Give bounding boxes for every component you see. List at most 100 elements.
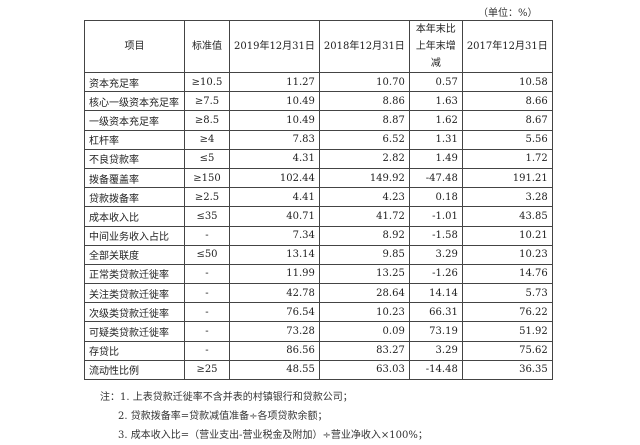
cell-2017: 10.21	[461, 225, 553, 246]
cell-2019: 10.49	[229, 110, 320, 131]
cell-2017: 1.72	[461, 148, 553, 169]
cell-2017: 10.58	[461, 71, 553, 93]
cell-standard: ≥25	[184, 359, 230, 381]
cell-item: 正常类贷款迁徙率	[84, 263, 185, 285]
cell-2018: 4.23	[318, 187, 410, 208]
cell-2018: 8.87	[318, 110, 410, 131]
cell-item: 核心一级资本充足率	[84, 91, 185, 112]
cell-2018: 10.23	[318, 302, 410, 323]
note-3: 3. 成本收入比=（营业支出-营业税金及附加）÷营业净收入×100%；	[118, 430, 428, 441]
cell-change: 1.31	[408, 129, 463, 150]
unit-label: （单位：%）	[478, 8, 538, 19]
financial-indicators-table: 项目 标准值 2019年12月31日 2018年12月31日 本年末比上年末增减…	[84, 20, 553, 381]
cell-2018: 149.92	[318, 167, 410, 189]
cell-2019: 7.83	[229, 129, 320, 150]
cell-2017: 10.23	[461, 244, 553, 265]
cell-2018: 0.09	[318, 321, 410, 342]
cell-2017: 75.62	[461, 340, 553, 361]
cell-standard: ≥4	[184, 129, 230, 150]
cell-change: 14.14	[408, 283, 463, 304]
cell-standard: ≤5	[184, 148, 230, 169]
table-row: 杠杆率 ≥4 7.83 6.52 1.31 5.56	[84, 129, 553, 150]
cell-2019: 11.27	[229, 71, 320, 93]
cell-2019: 13.14	[229, 244, 320, 265]
cell-standard: ≤50	[184, 244, 230, 265]
note-2: 2. 贷款拨备率=贷款减值准备÷各项贷款余额；	[118, 411, 328, 422]
cell-2018: 8.86	[318, 91, 410, 112]
cell-2018: 13.25	[318, 263, 410, 285]
cell-2018: 6.52	[318, 129, 410, 150]
cell-standard: -	[184, 321, 230, 342]
table-row: 全部关联度 ≤50 13.14 9.85 3.29 10.23	[84, 244, 553, 265]
cell-2017: 14.76	[461, 263, 553, 285]
cell-standard: -	[184, 302, 230, 323]
table-row: 贷款拨备率 ≥2.5 4.41 4.23 0.18 3.28	[84, 187, 553, 208]
cell-standard: -	[184, 283, 230, 304]
table-row: 正常类贷款迁徙率 -11.99 13.25 -1.26 14.76	[84, 263, 553, 285]
cell-2018: 63.03	[318, 359, 410, 381]
table-row: 关注类贷款迁徙率 -42.78 28.64 14.14 5.73	[84, 283, 553, 304]
table-row: 不良贷款率 ≤5 4.31 2.82 1.49 1.72	[84, 148, 553, 169]
cell-change: 0.18	[408, 187, 463, 208]
cell-change: 3.29	[408, 340, 463, 361]
notes: 注：1. 上表贷款迁徙率不含并表的村镇银行和贷款公司； 2. 贷款拨备率=贷款减…	[100, 388, 428, 445]
table-row: 中间业务收入占比 -7.34 8.92 -1.58 10.21	[84, 225, 553, 246]
cell-standard: -	[184, 225, 230, 246]
cell-2017: 76.22	[461, 302, 553, 323]
header-2017: 2017年12月31日	[461, 20, 553, 73]
cell-2017: 5.73	[461, 283, 553, 304]
cell-item: 存贷比	[84, 340, 185, 361]
cell-standard: ≥10.5	[184, 71, 230, 93]
cell-change: 1.63	[408, 91, 463, 112]
cell-2017: 5.56	[461, 129, 553, 150]
cell-standard: -	[184, 263, 230, 285]
cell-item: 资本充足率	[84, 71, 185, 93]
cell-item: 一级资本充足率	[84, 110, 185, 131]
header-change: 本年末比上年末增减	[408, 20, 463, 73]
cell-change: -14.48	[408, 359, 463, 381]
cell-2019: 40.71	[229, 206, 320, 227]
cell-item: 拨备覆盖率	[84, 167, 185, 189]
cell-2017: 51.92	[461, 321, 553, 342]
table-row: 拨备覆盖率 ≥150 102.44 149.92 -47.48 191.21	[84, 167, 553, 189]
cell-item: 流动性比例	[84, 359, 185, 381]
cell-2019: 7.34	[229, 225, 320, 246]
cell-change: 1.49	[408, 148, 463, 169]
table-body: 资本充足率 ≥10.5 11.27 10.70 0.57 10.58 核心一级资本充足率 ≥7…	[84, 71, 553, 381]
cell-change: -1.58	[408, 225, 463, 246]
cell-2018: 10.70	[318, 71, 410, 93]
cell-2019: 76.54	[229, 302, 320, 323]
header-standard: 标准值	[184, 20, 230, 73]
header-row: 项目 标准值 2019年12月31日 2018年12月31日 本年末比上年末增减…	[84, 20, 553, 73]
cell-item: 贷款拨备率	[84, 187, 185, 208]
cell-item: 次级类贷款迁徙率	[84, 302, 185, 323]
cell-item: 不良贷款率	[84, 148, 185, 169]
cell-2018: 9.85	[318, 244, 410, 265]
cell-item: 成本收入比	[84, 206, 185, 227]
cell-2019: 10.49	[229, 91, 320, 112]
cell-2017: 191.21	[461, 167, 553, 189]
cell-change: 73.19	[408, 321, 463, 342]
cell-2018: 2.82	[318, 148, 410, 169]
cell-2019: 86.56	[229, 340, 320, 361]
cell-2019: 11.99	[229, 263, 320, 285]
cell-2019: 4.41	[229, 187, 320, 208]
cell-2017: 8.67	[461, 110, 553, 131]
cell-2019: 48.55	[229, 359, 320, 381]
cell-2018: 8.92	[318, 225, 410, 246]
cell-2019: 4.31	[229, 148, 320, 169]
cell-change: -1.26	[408, 263, 463, 285]
cell-2019: 73.28	[229, 321, 320, 342]
cell-change: 0.57	[408, 71, 463, 93]
cell-2018: 83.27	[318, 340, 410, 361]
cell-change: 3.29	[408, 244, 463, 265]
cell-2017: 43.85	[461, 206, 553, 227]
table-row: 可疑类贷款迁徙率 -73.28 0.09 73.19 51.92	[84, 321, 553, 342]
cell-2017: 36.35	[461, 359, 553, 381]
table-row: 一级资本充足率 ≥8.5 10.49 8.87 1.62 8.67	[84, 110, 553, 131]
table-row: 存贷比 -86.56 83.27 3.29 75.62	[84, 340, 553, 361]
header-2018: 2018年12月31日	[318, 20, 410, 73]
cell-item: 杠杆率	[84, 129, 185, 150]
cell-2017: 3.28	[461, 187, 553, 208]
cell-change: 66.31	[408, 302, 463, 323]
